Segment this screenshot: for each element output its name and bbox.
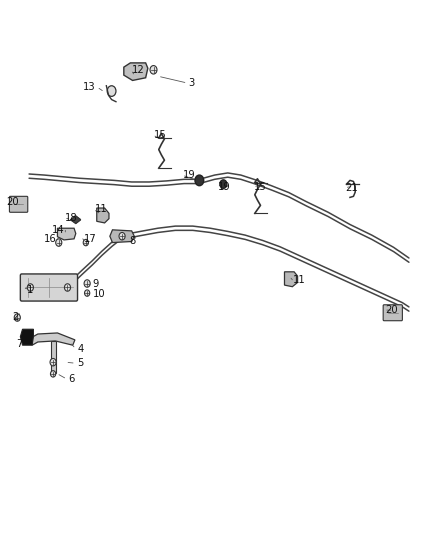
Circle shape [64,284,71,291]
Circle shape [119,232,125,240]
Circle shape [50,359,56,366]
Text: 4: 4 [77,344,83,354]
Circle shape [50,370,56,377]
Circle shape [220,180,227,188]
Text: 1: 1 [27,286,33,295]
Polygon shape [57,228,76,240]
Text: 8: 8 [130,236,136,246]
Text: 3: 3 [188,78,194,88]
Text: 2: 2 [12,312,18,322]
Circle shape [150,66,157,74]
Circle shape [107,86,116,96]
Circle shape [56,239,62,246]
Circle shape [85,290,90,296]
Text: 20: 20 [7,197,19,207]
Text: 6: 6 [68,374,75,384]
Polygon shape [285,272,297,287]
Text: 18: 18 [65,213,78,223]
Text: 19: 19 [183,170,196,180]
Polygon shape [20,329,33,345]
Circle shape [195,175,204,185]
Text: 9: 9 [92,279,99,288]
Text: 17: 17 [84,234,96,244]
FancyBboxPatch shape [10,196,28,212]
Text: 19: 19 [218,182,231,192]
Text: 5: 5 [77,358,84,368]
Text: 12: 12 [132,65,145,75]
Polygon shape [110,230,134,243]
Text: 20: 20 [385,305,398,315]
Polygon shape [32,333,75,345]
Polygon shape [97,208,109,223]
Text: 15: 15 [153,130,166,140]
Text: 15: 15 [254,182,267,192]
Circle shape [14,314,20,321]
Polygon shape [51,341,56,373]
Text: 7: 7 [16,338,22,349]
Text: 21: 21 [346,183,358,193]
Circle shape [84,280,90,287]
FancyBboxPatch shape [20,274,78,301]
Text: 11: 11 [95,204,107,214]
Text: 11: 11 [293,275,306,285]
Polygon shape [124,63,148,80]
Text: 14: 14 [51,225,64,236]
Polygon shape [71,216,81,223]
Text: 16: 16 [44,234,57,244]
FancyBboxPatch shape [383,305,403,321]
Text: 13: 13 [83,82,96,92]
Circle shape [83,239,88,246]
Text: 10: 10 [92,289,105,299]
Circle shape [27,284,33,291]
